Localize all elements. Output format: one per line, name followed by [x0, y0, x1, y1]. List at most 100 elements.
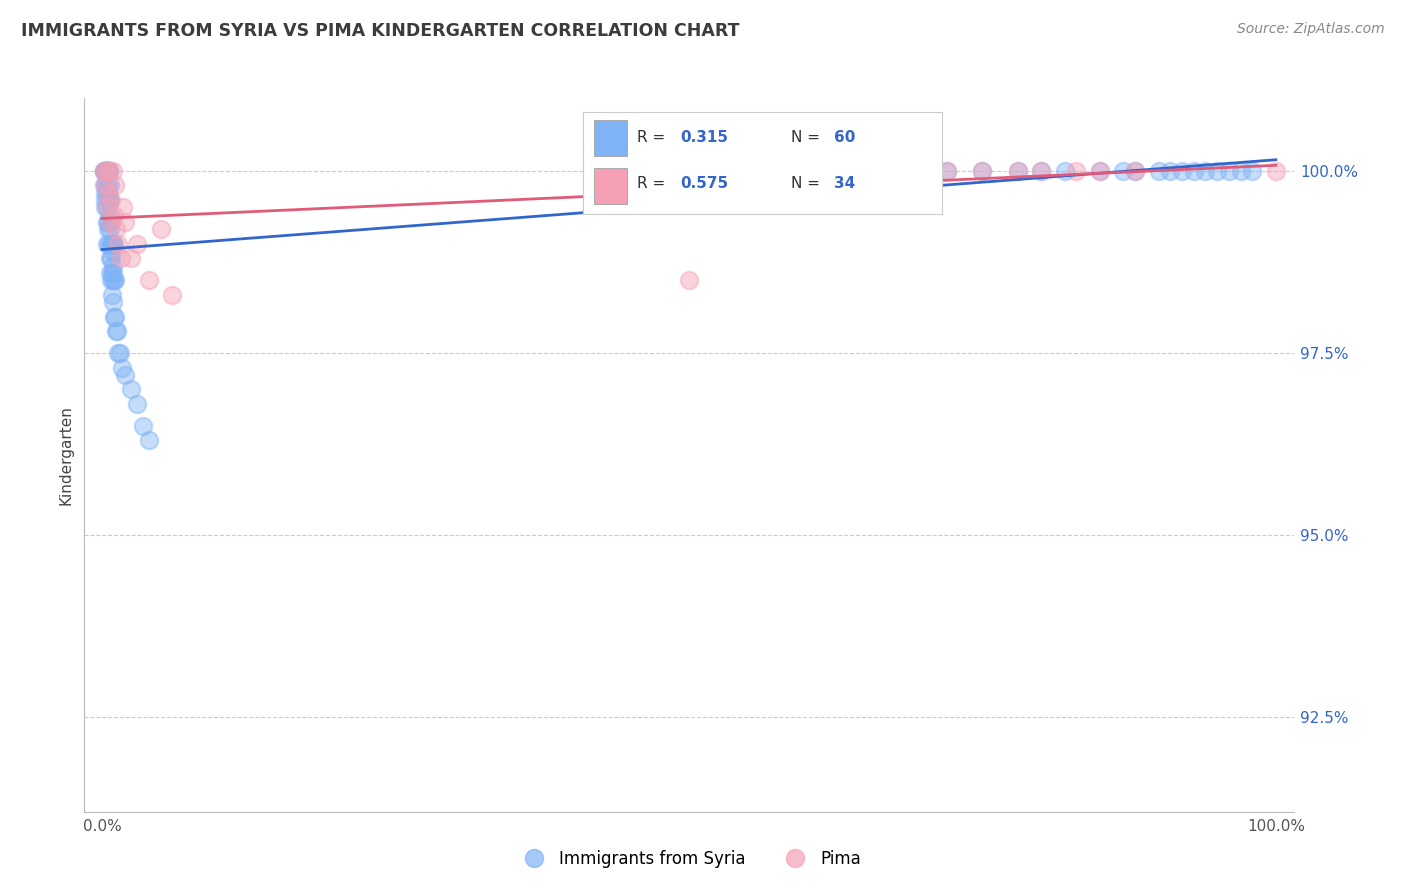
Text: 0.315: 0.315 — [681, 130, 728, 145]
Point — [100, 287, 122, 301]
Point — [936, 164, 959, 178]
Point — [1123, 164, 1146, 178]
Point — [94, 164, 117, 178]
Point — [1029, 164, 1052, 178]
Point — [114, 368, 136, 382]
Text: 60: 60 — [834, 130, 856, 145]
Bar — [595, 168, 627, 204]
Point — [1147, 164, 1170, 178]
Point — [818, 164, 841, 178]
Point — [96, 236, 118, 251]
Point — [97, 186, 120, 200]
Point — [1088, 164, 1111, 178]
Point — [103, 236, 125, 251]
Point — [94, 164, 117, 178]
Point — [98, 164, 121, 178]
Point — [101, 266, 124, 280]
Point — [96, 164, 118, 178]
Y-axis label: Kindergarten: Kindergarten — [58, 405, 73, 505]
Bar — [595, 120, 627, 155]
Point — [94, 200, 117, 214]
Point — [1112, 164, 1135, 178]
Point — [104, 178, 127, 193]
Point — [103, 310, 125, 324]
Text: N =: N = — [792, 177, 821, 191]
Point — [100, 193, 122, 207]
Point — [100, 236, 122, 251]
Point — [105, 324, 128, 338]
Point — [98, 252, 121, 266]
Point — [97, 186, 120, 200]
Point — [912, 164, 935, 178]
Point — [101, 273, 124, 287]
Point — [149, 222, 172, 236]
Point — [97, 164, 120, 178]
Point — [889, 164, 911, 178]
Point — [132, 418, 155, 433]
Point — [103, 273, 125, 287]
Point — [138, 434, 160, 448]
Text: IMMIGRANTS FROM SYRIA VS PIMA KINDERGARTEN CORRELATION CHART: IMMIGRANTS FROM SYRIA VS PIMA KINDERGART… — [21, 22, 740, 40]
Point — [98, 266, 121, 280]
Point — [162, 287, 184, 301]
Point — [94, 178, 117, 193]
Point — [1206, 164, 1229, 178]
Point — [1007, 164, 1029, 178]
Point — [107, 236, 129, 251]
Point — [1029, 164, 1052, 178]
Point — [972, 164, 994, 178]
Point — [93, 164, 115, 178]
Point — [678, 273, 700, 287]
Point — [818, 164, 841, 178]
Point — [93, 164, 115, 178]
Point — [101, 236, 124, 251]
Point — [93, 178, 115, 193]
Point — [1088, 164, 1111, 178]
Point — [101, 295, 124, 310]
Point — [1171, 164, 1194, 178]
Point — [96, 200, 118, 214]
Point — [110, 252, 132, 266]
Point — [94, 178, 117, 193]
Point — [737, 164, 759, 178]
Point — [98, 164, 121, 178]
Text: Source: ZipAtlas.com: Source: ZipAtlas.com — [1237, 22, 1385, 37]
Point — [98, 178, 121, 193]
Point — [100, 215, 122, 229]
Point — [107, 346, 129, 360]
Point — [105, 222, 128, 236]
Point — [114, 215, 136, 229]
Point — [1194, 164, 1216, 178]
Point — [98, 193, 121, 207]
Point — [1229, 164, 1251, 178]
Point — [1123, 164, 1146, 178]
Point — [1182, 164, 1205, 178]
Text: 34: 34 — [834, 177, 856, 191]
Point — [1218, 164, 1240, 178]
Point — [97, 164, 120, 178]
Point — [101, 244, 124, 258]
Point — [94, 164, 117, 178]
Point — [96, 215, 118, 229]
Point — [93, 164, 115, 178]
Point — [98, 236, 121, 251]
Point — [108, 346, 131, 360]
Point — [96, 164, 118, 178]
Point — [101, 236, 124, 251]
Point — [1007, 164, 1029, 178]
Point — [127, 236, 149, 251]
Point — [97, 215, 120, 229]
Point — [100, 252, 122, 266]
Point — [889, 164, 911, 178]
Point — [97, 222, 120, 236]
Text: N =: N = — [792, 130, 821, 145]
Point — [94, 193, 117, 207]
Point — [853, 164, 876, 178]
Point — [103, 208, 125, 222]
Point — [103, 259, 125, 273]
Point — [101, 266, 124, 280]
Point — [1241, 164, 1264, 178]
Point — [112, 200, 135, 214]
Point — [104, 273, 127, 287]
Point — [111, 360, 134, 375]
